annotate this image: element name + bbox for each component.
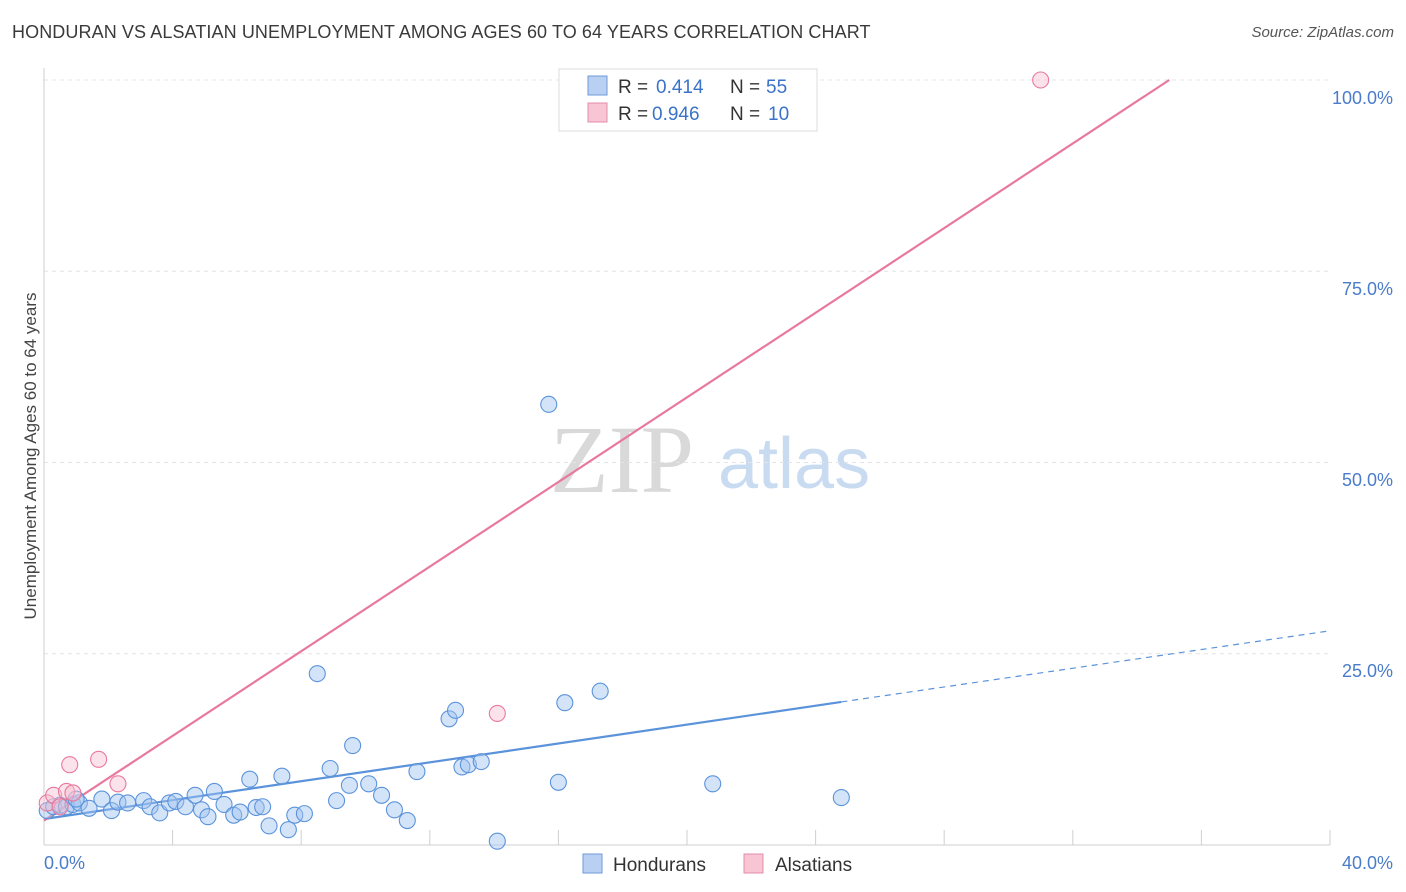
- axes: [43, 68, 1331, 846]
- data-point-hondurans: [93, 790, 111, 808]
- data-point-hondurans: [186, 786, 204, 804]
- bottom-legend-hondurans: Hondurans: [613, 855, 706, 876]
- x-tick-40: 40.0%: [1342, 853, 1393, 873]
- data-point-hondurans: [192, 801, 211, 819]
- data-point-hondurans: [141, 798, 159, 816]
- data-point-hondurans: [247, 798, 265, 817]
- data-point-hondurans: [167, 792, 185, 810]
- y-tick-50: 50.0%: [1342, 470, 1393, 490]
- data-point-hondurans: [231, 803, 249, 821]
- trend-line-alsatians: [43, 79, 1170, 822]
- trend-line-extension-hondurans: [841, 630, 1331, 703]
- data-point-hondurans: [102, 802, 121, 820]
- data-point-alsatians: [61, 756, 79, 774]
- data-point-hondurans: [704, 775, 722, 793]
- data-point-alsatians: [90, 750, 108, 768]
- bottom-legend-swatch-alsatians: [743, 853, 764, 874]
- data-point-hondurans: [440, 710, 458, 728]
- legend-n-value-hondurans: 55: [766, 77, 787, 98]
- x-tick-0: 0.0%: [44, 853, 85, 873]
- data-point-hondurans: [398, 811, 416, 830]
- legend-swatch-alsatians: [587, 102, 608, 123]
- data-points: [38, 71, 1050, 850]
- data-point-hondurans: [80, 799, 98, 817]
- y-tick-25: 25.0%: [1342, 661, 1393, 681]
- legend-r-label-alsatians: R =: [618, 104, 648, 125]
- watermark-zip: ZIP: [550, 406, 694, 513]
- data-point-hondurans: [215, 795, 233, 814]
- legend-r-value-hondurans: 0.414: [656, 77, 704, 98]
- data-point-hondurans: [591, 682, 609, 700]
- data-point-hondurans: [459, 756, 477, 774]
- data-point-hondurans: [119, 794, 137, 812]
- data-point-alsatians: [109, 775, 127, 793]
- data-point-hondurans: [295, 805, 313, 823]
- data-point-alsatians: [64, 784, 82, 802]
- data-point-hondurans: [408, 763, 426, 781]
- data-point-alsatians: [57, 782, 76, 801]
- data-point-hondurans: [344, 736, 362, 755]
- watermark-atlas: atlas: [718, 424, 870, 504]
- data-point-hondurans: [446, 701, 465, 719]
- legend-n-label-alsatians: N =: [730, 104, 760, 125]
- chart-title: HONDURAN VS ALSATIAN UNEMPLOYMENT AMONG …: [12, 22, 871, 42]
- data-point-hondurans: [160, 794, 178, 812]
- data-point-hondurans: [360, 775, 378, 793]
- data-point-hondurans: [279, 821, 297, 839]
- data-point-hondurans: [488, 832, 506, 850]
- data-point-hondurans: [832, 789, 850, 807]
- legend-r-value-alsatians: 0.946: [652, 104, 700, 125]
- data-point-hondurans: [241, 770, 259, 788]
- bottom-legend-alsatians: Alsatians: [775, 855, 852, 876]
- data-point-hondurans: [373, 786, 391, 804]
- data-point-hondurans: [176, 798, 195, 816]
- data-point-hondurans: [328, 792, 346, 810]
- data-point-hondurans: [472, 753, 490, 771]
- y-tick-100: 100.0%: [1332, 88, 1393, 108]
- data-point-hondurans: [199, 808, 217, 826]
- legend-r-label-hondurans: R =: [618, 77, 648, 98]
- data-point-hondurans: [135, 792, 153, 810]
- data-point-hondurans: [321, 759, 339, 778]
- data-point-hondurans: [254, 798, 272, 816]
- data-point-hondurans: [260, 817, 278, 835]
- data-point-hondurans: [340, 776, 358, 794]
- legend-n-label-hondurans: N =: [730, 77, 760, 98]
- data-point-hondurans: [109, 793, 127, 811]
- bottom-legend: Hondurans Alsatians: [582, 853, 852, 876]
- y-axis-label: Unemployment Among Ages 60 to 64 years: [21, 293, 40, 620]
- legend: R = 0.414 N = 55 R = 0.946 N = 10: [558, 68, 818, 132]
- y-tick-75: 75.0%: [1342, 279, 1393, 299]
- data-point-alsatians: [488, 704, 506, 722]
- data-point-hondurans: [205, 782, 223, 801]
- data-point-hondurans: [540, 395, 558, 413]
- data-point-hondurans: [273, 767, 291, 785]
- legend-n-value-alsatians: 10: [768, 104, 789, 125]
- data-point-hondurans: [556, 694, 574, 712]
- data-point-hondurans: [453, 758, 471, 776]
- bottom-legend-swatch-hondurans: [582, 853, 603, 874]
- data-point-hondurans: [385, 801, 403, 819]
- data-point-hondurans: [549, 773, 567, 791]
- data-point-hondurans: [308, 665, 326, 683]
- data-point-alsatians: [1032, 71, 1050, 89]
- legend-swatch-hondurans: [587, 75, 608, 96]
- grid: [44, 79, 1330, 655]
- data-point-alsatians: [51, 798, 69, 816]
- source-label: Source: ZipAtlas.com: [1251, 24, 1394, 41]
